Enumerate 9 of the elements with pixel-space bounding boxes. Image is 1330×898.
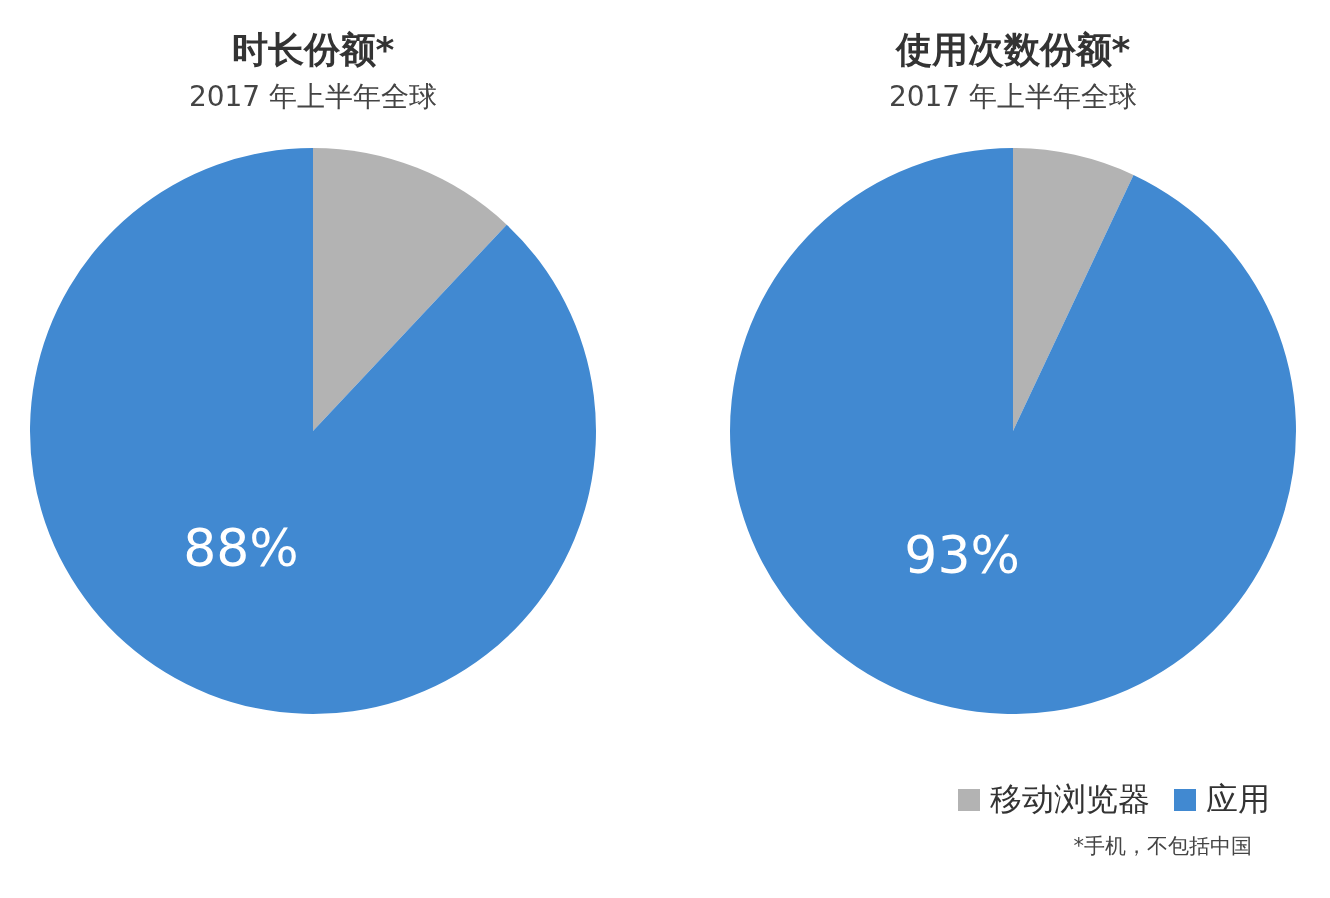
data-label: 88% — [183, 518, 299, 579]
legend-label: 应用 — [1206, 779, 1270, 820]
chart-title: 时长份额* — [230, 28, 396, 72]
chart-subtitle: 2017 年上半年全球 — [887, 79, 1139, 115]
text: *手机，不包括中国 — [1073, 833, 1252, 860]
legend-label: 移动浏览器 — [990, 779, 1150, 820]
data-label: 93% — [904, 524, 1020, 585]
chart-subtitle: 2017 年上半年全球 — [187, 79, 439, 115]
chart-title: 使用次数份额* — [894, 28, 1132, 72]
